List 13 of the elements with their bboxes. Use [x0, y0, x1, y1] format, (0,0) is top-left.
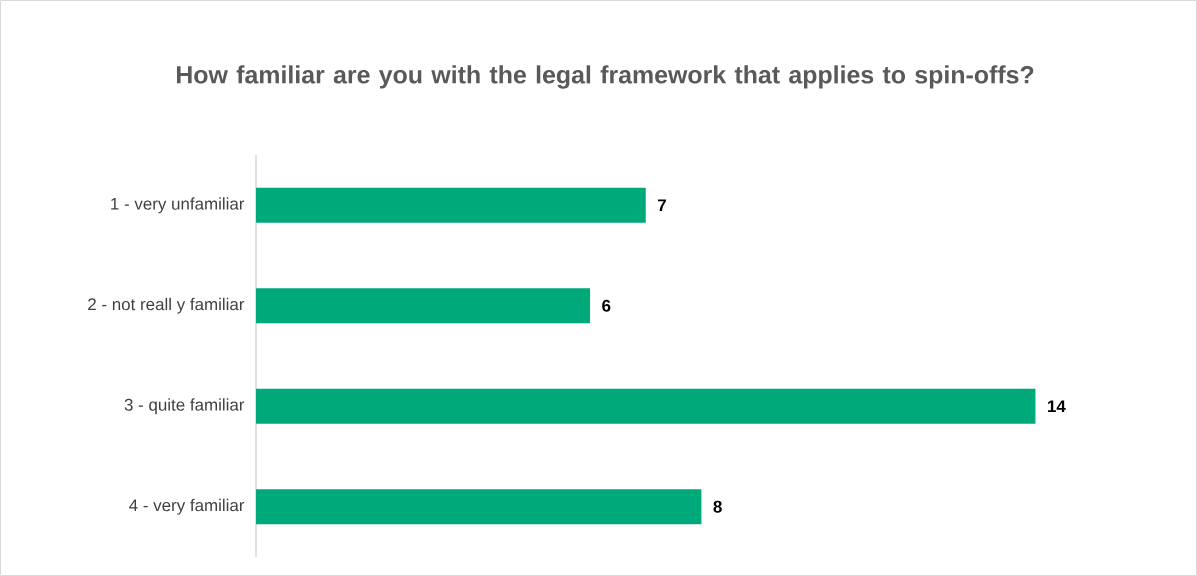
y-tick-label: 1 - very unfamiliar: [111, 197, 245, 214]
bar: [256, 388, 1036, 424]
y-tick-label: 4 - very familiar: [129, 498, 245, 515]
bar: [256, 489, 702, 525]
bar: [256, 187, 646, 223]
data-label: 14: [1048, 400, 1066, 413]
y-tick-label: 2 - not reall y familiar: [88, 297, 245, 314]
chart-title: How familiar are you with the legal framework that applies to spin-offs?: [176, 65, 1034, 89]
data-label: 8: [713, 500, 722, 513]
data-label: 7: [657, 199, 666, 212]
bar: [256, 288, 591, 324]
y-tick-label: 3 - quite familiar: [124, 398, 245, 415]
data-label: 6: [602, 299, 611, 312]
